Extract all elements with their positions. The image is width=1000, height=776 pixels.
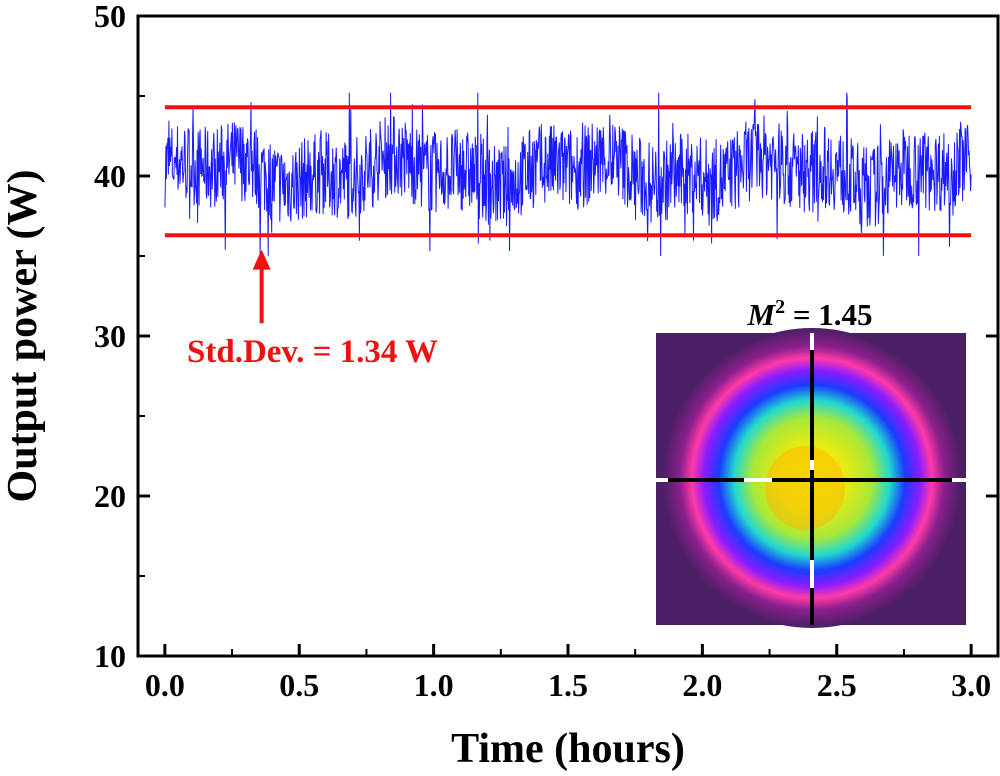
x-tick-label: 0.0: [145, 667, 185, 703]
x-tick-label: 2.5: [817, 667, 857, 703]
std-dev-label: Std.Dev. = 1.34 W: [187, 334, 438, 370]
std-dev-arrowhead: [252, 249, 271, 270]
beam-profile-inset: M2 = 1.45: [656, 296, 966, 628]
y-tick-label: 10: [94, 638, 126, 674]
inset-label-m: M: [747, 297, 777, 332]
inset-label: M2 = 1.45: [747, 296, 873, 332]
x-tick-label: 0.5: [279, 667, 319, 703]
inset-label-value: = 1.45: [785, 297, 872, 332]
y-tick-label: 30: [94, 318, 126, 354]
x-tick-label: 2.0: [682, 667, 722, 703]
y-tick-label: 50: [94, 0, 126, 34]
y-axis-title: Output power (W): [0, 170, 46, 503]
x-axis-title: Time (hours): [451, 726, 685, 772]
inset-label-sup: 2: [775, 296, 785, 318]
x-tick-label: 3.0: [951, 667, 991, 703]
y-axis-ticks: 10 20 30 40 50: [94, 0, 998, 674]
y-tick-label: 40: [94, 158, 126, 194]
y-tick-label: 20: [94, 478, 126, 514]
x-tick-label: 1.5: [548, 667, 588, 703]
x-tick-label: 1.0: [414, 667, 454, 703]
beam-hotspot: [765, 446, 845, 530]
power-trace-series: [164, 92, 972, 257]
x-axis-ticks: 0.0 0.5 1.0 1.5 2.0 2.5 3.0: [145, 644, 991, 703]
